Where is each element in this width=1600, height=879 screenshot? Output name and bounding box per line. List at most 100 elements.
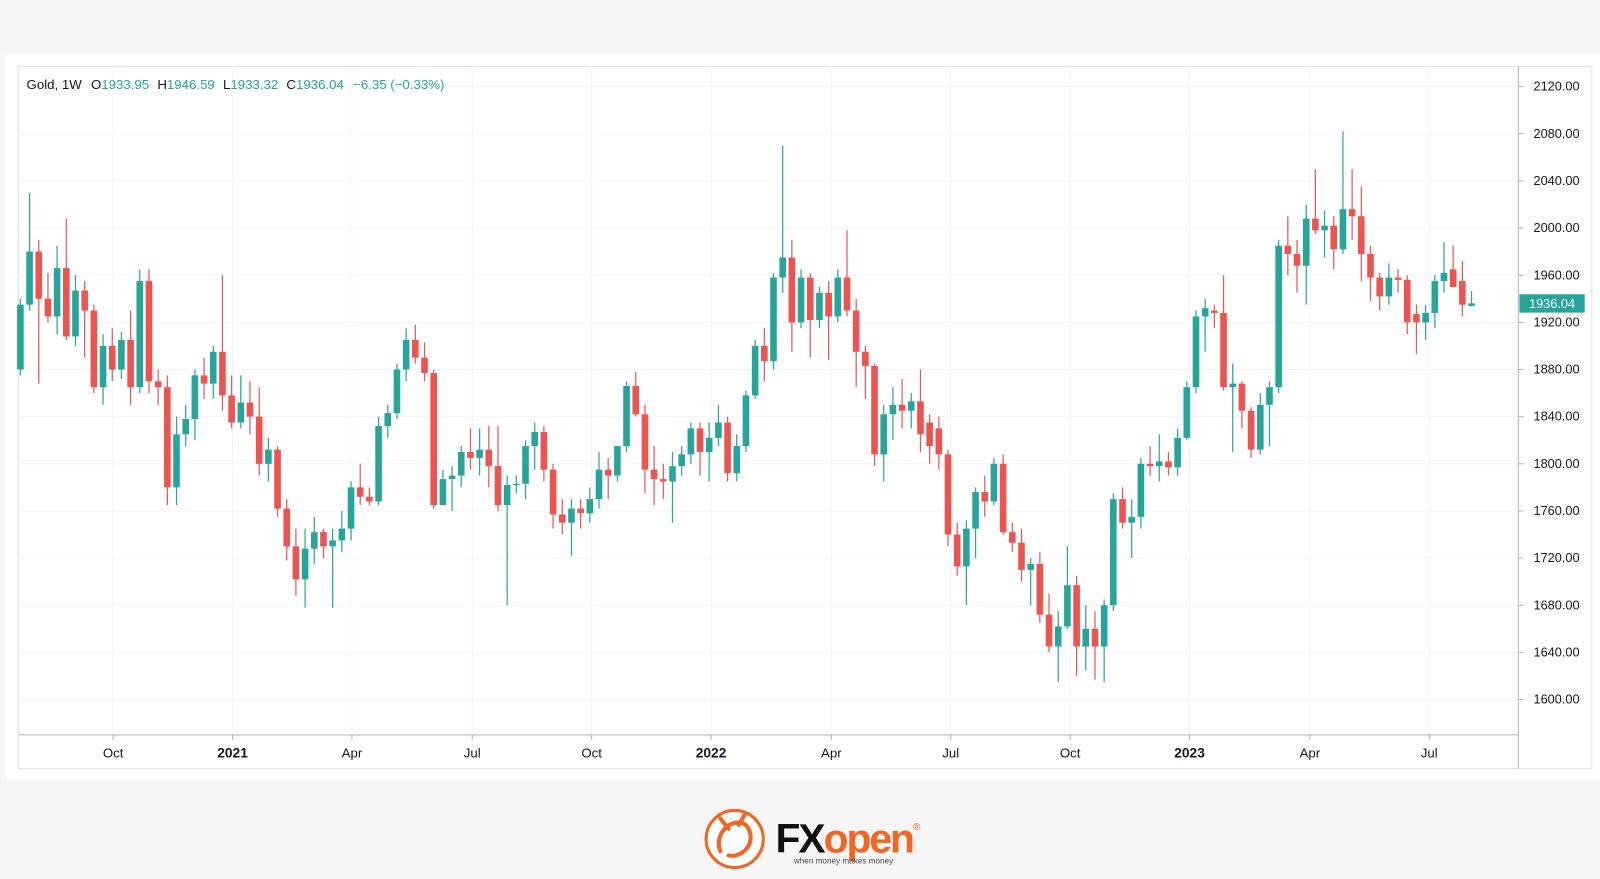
candle-body bbox=[17, 304, 24, 370]
candle-body bbox=[742, 395, 750, 447]
candle-body bbox=[632, 385, 640, 415]
candle-body bbox=[310, 532, 318, 549]
candle-body bbox=[696, 428, 704, 453]
candle-body bbox=[439, 479, 447, 506]
logo-icon bbox=[716, 812, 753, 858]
candle-body bbox=[540, 431, 548, 470]
candle-body bbox=[292, 546, 300, 580]
candle-body bbox=[871, 365, 878, 455]
candle-body bbox=[182, 418, 190, 435]
candle-body bbox=[715, 422, 722, 438]
y-tick-label: 1800.00 bbox=[1533, 456, 1579, 471]
candle-body bbox=[1302, 218, 1310, 266]
candle-body bbox=[320, 532, 327, 547]
candle-body bbox=[494, 466, 502, 506]
candle-body bbox=[981, 492, 989, 502]
candle-body bbox=[384, 413, 392, 427]
candle-body bbox=[852, 310, 860, 352]
candle-body bbox=[301, 548, 309, 580]
ohlc-key: O bbox=[91, 77, 101, 92]
axes: 1600.00 1640.00 1680.00 1720.00 1760.00 1800.… bbox=[103, 79, 1585, 760]
candle-body bbox=[246, 402, 254, 417]
candle-body bbox=[503, 485, 511, 506]
candle-body bbox=[72, 290, 79, 337]
candle-body bbox=[145, 281, 153, 382]
candle-body bbox=[1376, 277, 1383, 297]
candle-body bbox=[669, 466, 676, 482]
last-price-tag bbox=[1519, 294, 1585, 313]
candle-body bbox=[788, 257, 796, 323]
candle-body bbox=[63, 268, 70, 337]
y-tick-label: 1760.00 bbox=[1533, 503, 1579, 518]
candle-body bbox=[338, 528, 346, 541]
candle-body bbox=[1183, 387, 1191, 438]
ohlc-value: 1946.59 bbox=[167, 77, 215, 92]
candle-body bbox=[1018, 542, 1025, 570]
candle-body bbox=[1256, 404, 1264, 450]
candle-body bbox=[366, 496, 373, 502]
y-tick-label: 1640.00 bbox=[1533, 644, 1579, 659]
candle-body bbox=[265, 449, 272, 464]
candle-body bbox=[1247, 410, 1255, 450]
candle-body bbox=[485, 449, 493, 467]
ohlc-value: 1936.04 bbox=[296, 77, 344, 92]
legend: Gold, 1W O1933.95 H1946.59 L1933.32 C1936.04… bbox=[27, 77, 445, 92]
y-tick-label: 1840.00 bbox=[1533, 409, 1579, 424]
candle-body bbox=[118, 340, 125, 370]
candle-body bbox=[623, 385, 630, 447]
candle-body bbox=[412, 340, 419, 358]
candle-body bbox=[237, 402, 245, 423]
candle-body bbox=[26, 251, 33, 305]
candle-body bbox=[99, 345, 107, 388]
candle-body bbox=[1284, 245, 1292, 254]
candle-body bbox=[1431, 281, 1439, 313]
candle-body bbox=[1220, 312, 1227, 388]
candle-body bbox=[283, 508, 291, 547]
ohlc-key: L bbox=[223, 77, 230, 92]
candle-body bbox=[1155, 461, 1163, 467]
candle-body bbox=[1321, 225, 1328, 231]
grid bbox=[18, 66, 1519, 735]
candle-body bbox=[724, 422, 731, 474]
candle-body bbox=[568, 508, 575, 523]
candle-body bbox=[1174, 437, 1181, 468]
candle-body bbox=[1119, 499, 1126, 523]
x-tick-label: Apr bbox=[342, 745, 363, 760]
candle-body bbox=[35, 251, 43, 299]
candle-body bbox=[1091, 628, 1099, 647]
candle-body bbox=[650, 469, 658, 480]
y-tick-label: 2000.00 bbox=[1533, 220, 1579, 235]
candle-body bbox=[476, 449, 483, 458]
candle-body bbox=[816, 292, 823, 320]
candle-body bbox=[659, 479, 667, 482]
candle-body bbox=[209, 351, 217, 384]
candle-body bbox=[154, 381, 162, 388]
candle-body bbox=[1449, 269, 1457, 287]
candle-body bbox=[1054, 626, 1062, 647]
candle-body bbox=[843, 277, 851, 311]
candle-body bbox=[402, 340, 410, 370]
candle-body bbox=[972, 492, 979, 529]
ohlc-key: C bbox=[286, 77, 296, 92]
candle-body bbox=[1165, 461, 1172, 468]
candle-body bbox=[1367, 253, 1374, 278]
candle-body bbox=[944, 454, 952, 535]
candle-body bbox=[825, 292, 832, 317]
candle-body bbox=[1064, 585, 1071, 627]
candle-body bbox=[1073, 585, 1080, 647]
y-tick-label: 2080.00 bbox=[1533, 126, 1579, 141]
candle-body bbox=[705, 437, 713, 453]
brand-part: FX bbox=[776, 815, 826, 861]
candle-body bbox=[1266, 387, 1273, 405]
candle-body bbox=[430, 373, 437, 506]
candle-body bbox=[595, 469, 603, 500]
candle-body bbox=[1137, 463, 1145, 517]
candle-body bbox=[219, 351, 226, 396]
candle-body bbox=[1440, 272, 1448, 282]
candle-body bbox=[1385, 277, 1393, 297]
chart-frame bbox=[17, 66, 1593, 770]
candle-body bbox=[1082, 628, 1090, 647]
candle-body bbox=[935, 428, 943, 455]
y-tick-label: 2120.00 bbox=[1533, 79, 1579, 94]
